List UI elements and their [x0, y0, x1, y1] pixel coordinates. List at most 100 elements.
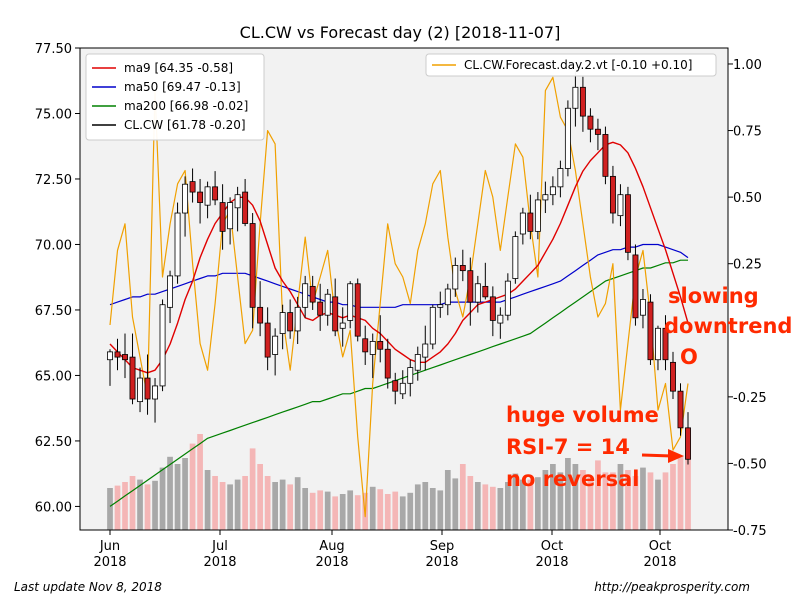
left-tick-label: 60.00	[35, 500, 72, 515]
candle-body	[624, 194, 631, 253]
volume-bar	[467, 476, 474, 530]
volume-bar	[520, 479, 526, 530]
volume-bar	[249, 448, 256, 530]
volume-bar	[294, 477, 301, 530]
volume-bar	[332, 496, 339, 530]
footer-source-url: http://peakprosperity.com	[594, 580, 750, 594]
candle-body	[504, 280, 511, 316]
candle-body	[144, 377, 151, 400]
candle-body	[572, 86, 579, 109]
candle-body	[392, 380, 399, 392]
volume-bar	[302, 488, 309, 530]
candle-body	[407, 367, 414, 384]
left-tick-label: 62.50	[35, 435, 72, 450]
legend-right-box	[425, 53, 717, 77]
candle-body	[640, 299, 646, 316]
candle-body	[459, 265, 466, 272]
volume-bar	[625, 470, 631, 530]
candle-body	[167, 275, 174, 308]
candle-body	[497, 314, 504, 324]
volume-bar	[264, 476, 271, 530]
candle-body	[204, 186, 211, 206]
legend-left: ma9 [64.35 -0.58] ma50 [69.47 -0.13] ma200…	[85, 53, 265, 141]
x-tick-label-month: Oct	[541, 539, 563, 554]
volume-bar	[287, 484, 294, 530]
candle-body	[594, 128, 601, 135]
candle-body	[542, 194, 549, 201]
volume-bar	[324, 491, 331, 530]
volume-bar	[617, 464, 624, 530]
volume-bar	[557, 472, 564, 530]
candle-body	[347, 283, 354, 321]
legend-label: ma50 [69.47 -0.13]	[124, 80, 241, 94]
right-tick-label: -0.75	[733, 524, 767, 539]
volume-bar	[474, 482, 481, 530]
volume-bar	[167, 456, 173, 530]
candle-body	[129, 356, 136, 400]
right-tick-label: -0.25	[733, 391, 767, 406]
volume-bar	[197, 434, 203, 530]
candle-body	[272, 335, 279, 355]
candle-body	[474, 283, 481, 303]
volume-bar	[227, 484, 233, 530]
volume-bar	[655, 479, 661, 530]
volume-bar	[429, 488, 436, 530]
candle-body	[512, 236, 519, 279]
ma50-line	[109, 243, 689, 308]
candle-body	[369, 340, 376, 355]
candle-body	[219, 202, 226, 232]
volume-bar	[137, 479, 143, 530]
volume-bar	[670, 464, 676, 530]
volume-bar	[392, 491, 399, 530]
volume-bar	[437, 490, 444, 530]
volume-bar	[189, 443, 196, 530]
volume-bar	[144, 484, 151, 530]
x-tick-label-year: 2018	[425, 555, 458, 570]
volume-bar	[152, 480, 158, 530]
volume-bar	[527, 479, 534, 530]
candle-body	[384, 348, 391, 379]
volume-bar	[182, 458, 188, 530]
candle-body	[527, 212, 534, 232]
volume-bar	[640, 467, 646, 530]
volume-bar	[512, 473, 519, 530]
volume-bar	[595, 460, 601, 530]
candle-body	[609, 175, 616, 214]
volume-bar	[580, 470, 586, 530]
x-tick-label-year: 2018	[315, 555, 348, 570]
x-tick-label-month: Jul	[211, 539, 228, 554]
volume-bar	[572, 464, 579, 530]
ma200-series	[109, 259, 688, 507]
left-tick-label: 77.50	[35, 42, 72, 57]
candle-body	[122, 354, 128, 361]
volume-bar	[212, 476, 218, 530]
forecast-line	[109, 76, 689, 518]
volume-bar	[452, 478, 459, 530]
candle-body	[354, 283, 361, 337]
volume-bar	[504, 482, 511, 530]
left-tick-label: 65.00	[35, 369, 72, 384]
volume-bar	[369, 486, 376, 530]
candle-body	[414, 354, 421, 371]
volume-bar	[122, 482, 128, 530]
x-tick-label-year: 2018	[203, 555, 236, 570]
x-tick-label-month: Aug	[319, 539, 344, 554]
plot-frame	[79, 47, 729, 531]
legend-left-box	[85, 53, 265, 141]
left-tick-label: 67.50	[35, 304, 72, 319]
candle-body	[302, 283, 309, 308]
volume-bar	[489, 486, 496, 530]
x-tick-label-month: Oct	[649, 539, 671, 554]
annotation-huge-volume: huge volume	[506, 403, 659, 427]
candle-body	[197, 191, 204, 203]
candle-body	[279, 312, 286, 334]
candle-body	[249, 223, 256, 308]
candle-body	[339, 322, 346, 329]
candle-body	[467, 270, 474, 303]
candle-body	[257, 306, 264, 324]
candle-body	[564, 107, 571, 169]
candle-body	[557, 168, 564, 188]
left-tick-label: 72.50	[35, 173, 72, 188]
candle-body	[377, 340, 384, 350]
